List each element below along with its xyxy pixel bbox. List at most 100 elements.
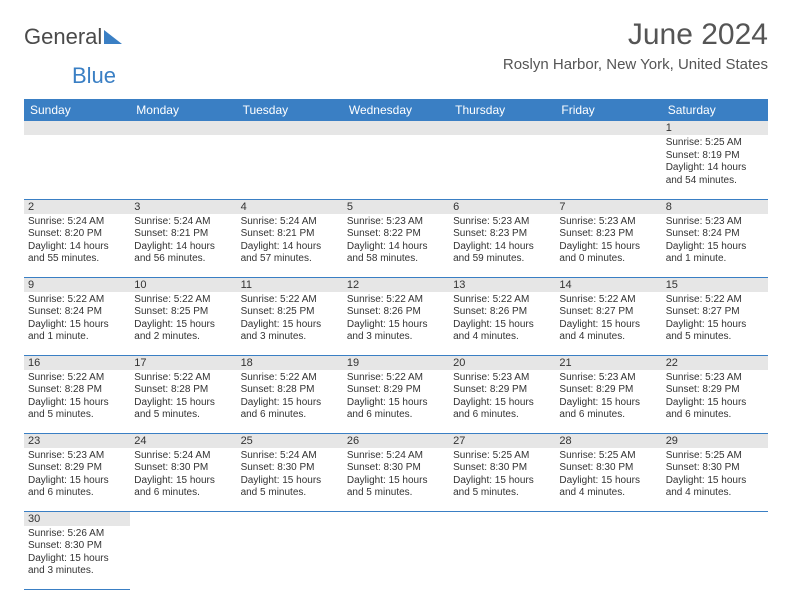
calendar-day-cell: 21Sunrise: 5:23 AMSunset: 8:29 PMDayligh… [555, 355, 661, 433]
day-details: Sunrise: 5:25 AMSunset: 8:30 PMDaylight:… [662, 448, 768, 504]
sunrise-text: Sunrise: 5:24 AM [241, 450, 339, 463]
day-number: 21 [555, 356, 661, 370]
day-details: Sunrise: 5:22 AMSunset: 8:26 PMDaylight:… [449, 292, 555, 348]
day-number: 10 [130, 278, 236, 292]
sunrise-text: Sunrise: 5:23 AM [453, 372, 551, 385]
sunset-text: Sunset: 8:21 PM [241, 228, 339, 241]
daylight-text: Daylight: 14 hours and 59 minutes. [453, 241, 551, 266]
day-details: Sunrise: 5:22 AMSunset: 8:25 PMDaylight:… [130, 292, 236, 348]
calendar-day-cell: 18Sunrise: 5:22 AMSunset: 8:28 PMDayligh… [237, 355, 343, 433]
sunset-text: Sunset: 8:27 PM [559, 306, 657, 319]
calendar-week-row: 30Sunrise: 5:26 AMSunset: 8:30 PMDayligh… [24, 511, 768, 589]
day-number: 12 [343, 278, 449, 292]
calendar-day-cell: 9Sunrise: 5:22 AMSunset: 8:24 PMDaylight… [24, 277, 130, 355]
daylight-text: Daylight: 14 hours and 57 minutes. [241, 241, 339, 266]
daylight-text: Daylight: 15 hours and 6 minutes. [134, 475, 232, 500]
day-number: 26 [343, 434, 449, 448]
day-number: 27 [449, 434, 555, 448]
daylight-text: Daylight: 15 hours and 3 minutes. [241, 319, 339, 344]
day-number: 24 [130, 434, 236, 448]
calendar-week-row: 1Sunrise: 5:25 AMSunset: 8:19 PMDaylight… [24, 121, 768, 199]
day-number: 15 [662, 278, 768, 292]
calendar-day-cell: 7Sunrise: 5:23 AMSunset: 8:23 PMDaylight… [555, 199, 661, 277]
sunset-text: Sunset: 8:19 PM [666, 150, 764, 163]
daylight-text: Daylight: 14 hours and 54 minutes. [666, 162, 764, 187]
day-number: 8 [662, 200, 768, 214]
calendar-day-cell [237, 121, 343, 199]
day-details: Sunrise: 5:23 AMSunset: 8:29 PMDaylight:… [449, 370, 555, 426]
daylight-text: Daylight: 14 hours and 58 minutes. [347, 241, 445, 266]
daylight-text: Daylight: 15 hours and 5 minutes. [453, 475, 551, 500]
daylight-text: Daylight: 15 hours and 3 minutes. [28, 553, 126, 578]
calendar-day-cell: 13Sunrise: 5:22 AMSunset: 8:26 PMDayligh… [449, 277, 555, 355]
calendar-day-cell: 10Sunrise: 5:22 AMSunset: 8:25 PMDayligh… [130, 277, 236, 355]
sunset-text: Sunset: 8:30 PM [453, 462, 551, 475]
calendar-day-cell: 28Sunrise: 5:25 AMSunset: 8:30 PMDayligh… [555, 433, 661, 511]
day-number: 2 [24, 200, 130, 214]
location-text: Roslyn Harbor, New York, United States [503, 56, 768, 73]
sunrise-text: Sunrise: 5:23 AM [666, 216, 764, 229]
day-number: 16 [24, 356, 130, 370]
day-header: Saturday [662, 99, 768, 121]
calendar-day-cell: 12Sunrise: 5:22 AMSunset: 8:26 PMDayligh… [343, 277, 449, 355]
sunrise-text: Sunrise: 5:24 AM [134, 216, 232, 229]
calendar-day-cell: 25Sunrise: 5:24 AMSunset: 8:30 PMDayligh… [237, 433, 343, 511]
day-details: Sunrise: 5:23 AMSunset: 8:23 PMDaylight:… [555, 214, 661, 270]
sunset-text: Sunset: 8:21 PM [134, 228, 232, 241]
sunrise-text: Sunrise: 5:26 AM [28, 528, 126, 541]
calendar-day-cell: 29Sunrise: 5:25 AMSunset: 8:30 PMDayligh… [662, 433, 768, 511]
sunset-text: Sunset: 8:30 PM [28, 540, 126, 553]
calendar-week-row: 16Sunrise: 5:22 AMSunset: 8:28 PMDayligh… [24, 355, 768, 433]
day-number: 7 [555, 200, 661, 214]
sunset-text: Sunset: 8:30 PM [666, 462, 764, 475]
day-number: 23 [24, 434, 130, 448]
calendar-day-cell [555, 511, 661, 589]
calendar-week-row: 2Sunrise: 5:24 AMSunset: 8:20 PMDaylight… [24, 199, 768, 277]
daylight-text: Daylight: 15 hours and 4 minutes. [559, 319, 657, 344]
sunrise-text: Sunrise: 5:22 AM [241, 294, 339, 307]
daylight-text: Daylight: 15 hours and 4 minutes. [453, 319, 551, 344]
day-number: 14 [555, 278, 661, 292]
day-header: Wednesday [343, 99, 449, 121]
sunrise-text: Sunrise: 5:24 AM [347, 450, 445, 463]
sunrise-text: Sunrise: 5:22 AM [347, 372, 445, 385]
daylight-text: Daylight: 15 hours and 6 minutes. [347, 397, 445, 422]
sunset-text: Sunset: 8:29 PM [347, 384, 445, 397]
calendar-day-cell: 15Sunrise: 5:22 AMSunset: 8:27 PMDayligh… [662, 277, 768, 355]
calendar-day-cell: 22Sunrise: 5:23 AMSunset: 8:29 PMDayligh… [662, 355, 768, 433]
day-header: Monday [130, 99, 236, 121]
calendar-day-cell: 5Sunrise: 5:23 AMSunset: 8:22 PMDaylight… [343, 199, 449, 277]
daylight-text: Daylight: 15 hours and 3 minutes. [347, 319, 445, 344]
day-number: 13 [449, 278, 555, 292]
sunset-text: Sunset: 8:29 PM [453, 384, 551, 397]
daylight-text: Daylight: 15 hours and 5 minutes. [134, 397, 232, 422]
day-header: Thursday [449, 99, 555, 121]
sunrise-text: Sunrise: 5:22 AM [28, 372, 126, 385]
day-number-empty [130, 121, 236, 135]
sunrise-text: Sunrise: 5:24 AM [28, 216, 126, 229]
month-title: June 2024 [503, 18, 768, 52]
daylight-text: Daylight: 15 hours and 4 minutes. [666, 475, 764, 500]
daylight-text: Daylight: 15 hours and 2 minutes. [134, 319, 232, 344]
day-number-empty [237, 121, 343, 135]
sunrise-text: Sunrise: 5:22 AM [666, 294, 764, 307]
calendar-day-cell: 16Sunrise: 5:22 AMSunset: 8:28 PMDayligh… [24, 355, 130, 433]
sunset-text: Sunset: 8:23 PM [453, 228, 551, 241]
sunrise-text: Sunrise: 5:23 AM [666, 372, 764, 385]
daylight-text: Daylight: 14 hours and 56 minutes. [134, 241, 232, 266]
day-details: Sunrise: 5:22 AMSunset: 8:24 PMDaylight:… [24, 292, 130, 348]
calendar-day-cell: 30Sunrise: 5:26 AMSunset: 8:30 PMDayligh… [24, 511, 130, 589]
day-details: Sunrise: 5:24 AMSunset: 8:30 PMDaylight:… [237, 448, 343, 504]
daylight-text: Daylight: 15 hours and 4 minutes. [559, 475, 657, 500]
day-number: 25 [237, 434, 343, 448]
calendar-day-cell: 8Sunrise: 5:23 AMSunset: 8:24 PMDaylight… [662, 199, 768, 277]
day-number-empty [555, 121, 661, 135]
daylight-text: Daylight: 15 hours and 6 minutes. [241, 397, 339, 422]
calendar-day-cell [662, 511, 768, 589]
day-details: Sunrise: 5:22 AMSunset: 8:29 PMDaylight:… [343, 370, 449, 426]
day-number: 11 [237, 278, 343, 292]
day-number: 20 [449, 356, 555, 370]
day-details: Sunrise: 5:22 AMSunset: 8:27 PMDaylight:… [662, 292, 768, 348]
calendar-day-cell [343, 121, 449, 199]
day-details: Sunrise: 5:24 AMSunset: 8:20 PMDaylight:… [24, 214, 130, 270]
